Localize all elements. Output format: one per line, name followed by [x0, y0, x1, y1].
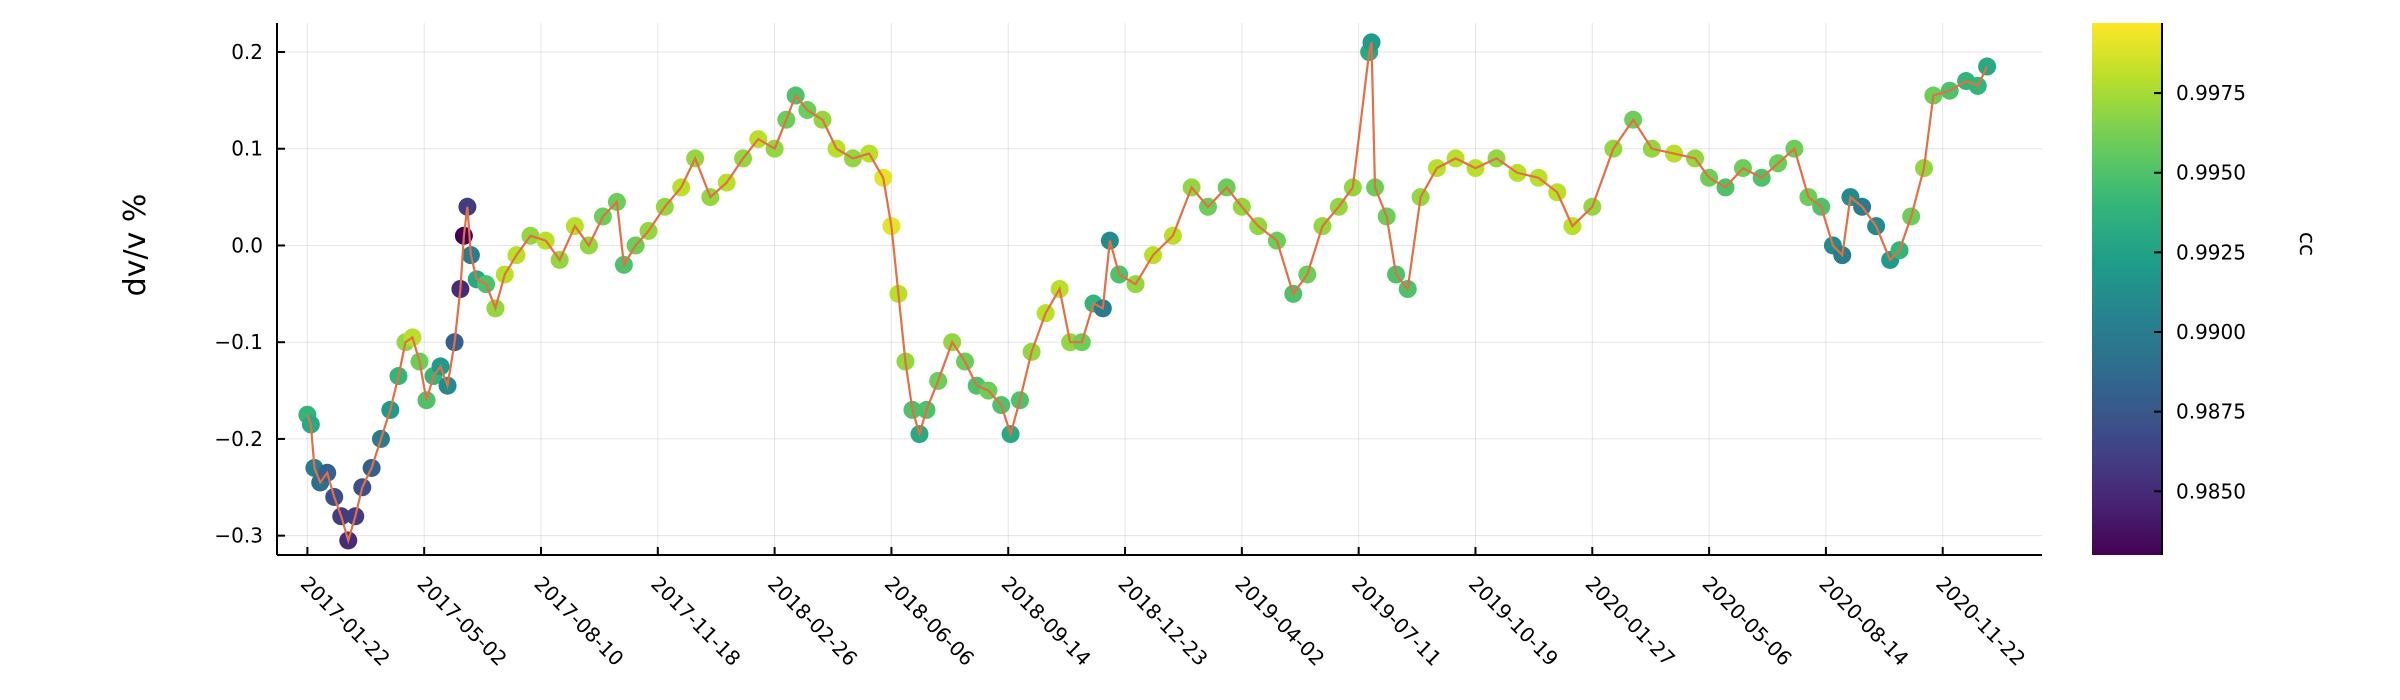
colorbar-tick-label: 0.9925: [2176, 240, 2246, 264]
y-tick-label: −0.3: [214, 524, 263, 548]
colorbar: [2092, 23, 2162, 555]
axes: [276, 23, 2042, 556]
y-axis-label: dv/v %: [118, 194, 153, 297]
y-axis-ticks: −0.3 −0.2 −0.1 0.0 0.1 0.2: [214, 40, 285, 548]
y-tick-label: −0.2: [214, 427, 263, 451]
colorbar-tick-label: 0.9950: [2176, 161, 2246, 185]
series-line: [306, 42, 1989, 545]
y-tick-label: 0.0: [231, 233, 263, 257]
colorbar-ticks: 0.9850 0.9875 0.9900 0.9925 0.9950 0.9975: [2154, 81, 2246, 503]
series-line-path: [306, 42, 1989, 545]
colorbar-tick-label: 0.9875: [2176, 400, 2246, 424]
y-tick-label: 0.2: [231, 40, 263, 64]
colorbar-tick-label: 0.9900: [2176, 320, 2246, 344]
y-tick-label: 0.1: [231, 137, 263, 161]
y-tick-label: −0.1: [214, 330, 263, 354]
colorbar-tick-label: 0.9975: [2176, 81, 2246, 105]
colorbar-tick-label: 0.9850: [2176, 479, 2246, 503]
colorbar-label: cc: [2294, 232, 2319, 256]
grid-lines: [277, 23, 2042, 555]
